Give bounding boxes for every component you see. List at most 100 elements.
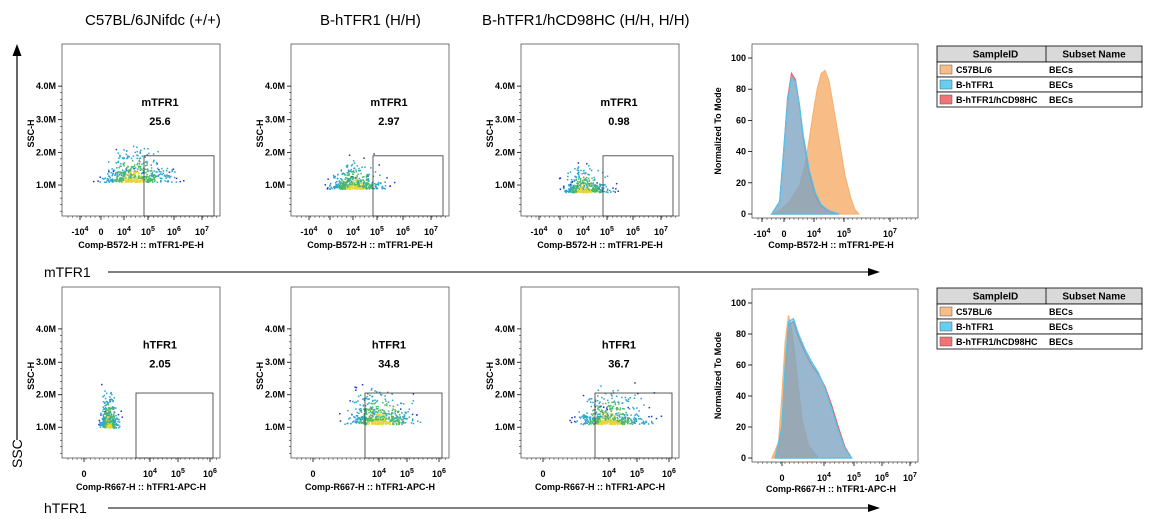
event-dot xyxy=(578,416,581,418)
gate-percent: 0.98 xyxy=(608,116,629,128)
event-dot xyxy=(576,191,579,194)
event-dot xyxy=(394,417,396,419)
event-dot xyxy=(112,172,114,175)
event-dot xyxy=(595,421,598,423)
event-dot xyxy=(384,404,386,406)
event-dot xyxy=(651,420,653,423)
event-dot xyxy=(107,416,110,418)
event-dot xyxy=(568,184,570,186)
event-dot xyxy=(575,191,577,193)
event-dot xyxy=(568,191,571,193)
event-dot xyxy=(99,422,101,424)
event-dot xyxy=(609,189,611,192)
event-dot xyxy=(148,179,150,182)
event-dot xyxy=(411,413,414,416)
event-dot xyxy=(643,404,645,406)
event-dot xyxy=(586,186,588,189)
event-dot xyxy=(398,416,401,419)
event-dot xyxy=(398,420,400,423)
event-dot xyxy=(408,416,411,419)
event-dots xyxy=(558,162,619,194)
event-dot xyxy=(638,410,640,412)
event-dot xyxy=(109,424,112,426)
y-tick-label: 2.0M xyxy=(495,147,515,157)
event-dot xyxy=(355,169,357,171)
event-dot xyxy=(374,416,377,418)
event-dot xyxy=(391,415,394,418)
event-dot xyxy=(354,179,357,181)
event-dot xyxy=(155,171,158,173)
event-dot xyxy=(375,410,378,413)
event-dot xyxy=(342,180,344,183)
event-dot xyxy=(146,181,148,183)
y-tick-label: 2.0M xyxy=(495,390,515,400)
x-tick-label: 104 xyxy=(602,468,616,479)
event-dot xyxy=(607,399,609,402)
event-dot xyxy=(365,176,368,179)
event-dot xyxy=(624,420,626,422)
event-dot xyxy=(388,413,391,415)
event-dot xyxy=(587,421,590,423)
event-dot xyxy=(365,411,368,413)
event-dot xyxy=(345,188,348,190)
event-dot xyxy=(109,180,112,182)
event-dot xyxy=(100,424,103,427)
event-dot xyxy=(128,176,130,179)
event-dot xyxy=(142,172,144,174)
y-tick-label: 1.0M xyxy=(36,422,56,432)
event-dot xyxy=(150,173,153,175)
event-dot xyxy=(108,181,110,183)
event-dot xyxy=(113,415,115,418)
event-dot xyxy=(592,416,595,419)
event-dot xyxy=(592,421,594,423)
event-dot xyxy=(104,411,106,413)
event-dot xyxy=(604,423,607,425)
event-dot xyxy=(115,162,117,164)
event-dot xyxy=(361,185,364,188)
legend-subset-name: BECs xyxy=(1049,337,1073,347)
event-dot xyxy=(563,186,565,189)
event-dot xyxy=(348,185,350,187)
mtfr1-axis-arrowhead xyxy=(868,268,880,276)
event-dot xyxy=(133,179,135,182)
event-dot xyxy=(600,421,603,424)
event-dot xyxy=(115,422,118,425)
event-dot xyxy=(137,154,139,157)
event-dot xyxy=(365,419,367,421)
event-dot xyxy=(371,387,373,390)
event-dot xyxy=(139,167,142,169)
event-dot xyxy=(148,178,150,180)
event-dot xyxy=(353,184,355,186)
event-dot xyxy=(352,171,354,173)
event-dot xyxy=(411,402,413,405)
event-dot xyxy=(606,405,609,408)
event-dot xyxy=(611,397,613,400)
event-dot xyxy=(613,420,615,423)
legend-sample-name: B-hTFR1/hCD98HC xyxy=(956,95,1038,105)
event-dot xyxy=(102,416,105,419)
event-dot xyxy=(383,410,385,412)
event-dot xyxy=(599,191,602,194)
event-dot xyxy=(102,425,104,428)
event-dot xyxy=(339,420,342,422)
event-dot xyxy=(119,180,122,182)
event-dot xyxy=(578,175,580,177)
event-dot xyxy=(115,417,118,420)
event-dot xyxy=(109,426,111,428)
event-dot xyxy=(365,412,367,415)
gate-box xyxy=(135,392,214,459)
event-dot xyxy=(133,180,136,183)
event-dot xyxy=(586,191,588,193)
event-dot xyxy=(112,406,114,408)
event-dot xyxy=(119,165,121,167)
event-dot xyxy=(363,176,365,178)
event-dot xyxy=(357,417,359,419)
event-dot xyxy=(118,174,121,176)
event-dot xyxy=(350,422,352,425)
event-dot xyxy=(105,392,108,395)
event-dot xyxy=(155,176,157,178)
y-tick-label: 80 xyxy=(736,84,746,94)
event-dot xyxy=(625,411,627,414)
event-dot xyxy=(371,185,373,188)
